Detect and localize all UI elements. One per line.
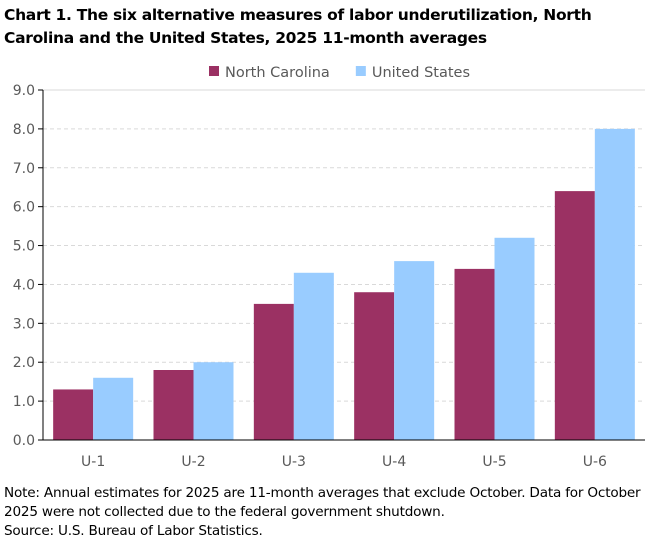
x-tick-label: U-5: [482, 454, 506, 470]
source-text: Source: U.S. Bureau of Labor Statistics.: [4, 523, 263, 539]
x-tick-label: U-6: [583, 454, 607, 470]
bar-north-carolina-u-2: [153, 370, 194, 440]
y-tick-label: 4.0: [13, 277, 35, 293]
x-tick-label: U-4: [382, 454, 406, 470]
legend-swatch: [209, 66, 219, 76]
bar-united-states-u-2: [193, 362, 234, 440]
note-text: Note: Annual estimates for 2025 are 11-m…: [4, 485, 641, 520]
bar-north-carolina-u-4: [354, 292, 395, 440]
bar-north-carolina-u-5: [454, 268, 495, 440]
bar-chart: 0.0 1.0 2.0 3.0 4.0 5.0 6.0 7.0 8.0 9.0 U-1 U-2 U-3 U…: [13, 65, 645, 470]
bar-north-carolina-u-6: [554, 191, 595, 440]
x-tick-label: U-1: [81, 454, 105, 470]
y-tick-label: 8.0: [13, 122, 35, 138]
bar-north-carolina-u-1: [53, 389, 94, 440]
bar-united-states-u-6: [594, 128, 635, 440]
legend-label: North Carolina: [225, 65, 330, 81]
bar-united-states-u-1: [93, 377, 134, 440]
bar-united-states-u-5: [494, 237, 535, 440]
y-tick-label: 0.0: [13, 433, 35, 449]
bar-united-states-u-3: [293, 272, 334, 440]
y-tick-label: 2.0: [13, 355, 35, 371]
y-tick-label: 1.0: [13, 394, 35, 410]
legend-swatch: [355, 66, 366, 76]
x-tick-label: U-2: [181, 454, 205, 470]
chart-footnote: Note: Annual estimates for 2025 are 11-m…: [4, 484, 659, 541]
y-tick-label: 7.0: [13, 161, 35, 177]
bar-united-states-u-4: [394, 261, 435, 440]
y-tick-label: 9.0: [13, 83, 35, 99]
bar-north-carolina-u-3: [253, 303, 294, 440]
y-tick-label: 6.0: [13, 200, 35, 216]
legend-label: United States: [372, 65, 470, 81]
y-tick-label: 5.0: [13, 239, 35, 255]
x-tick-label: U-3: [282, 454, 306, 470]
y-tick-label: 3.0: [13, 316, 35, 332]
chart-title: Chart 1. The six alternative measures of…: [4, 6, 592, 47]
